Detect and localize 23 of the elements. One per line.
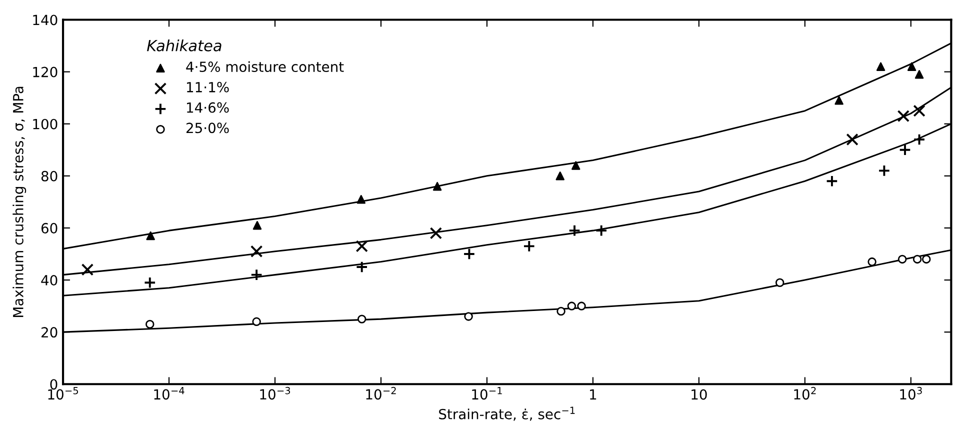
x-tick-label: 10 [692, 389, 707, 400]
y-tick-label: 140 [33, 14, 58, 26]
y-tick-label: 0 [50, 379, 58, 390]
x-tick-label: 1 [590, 389, 596, 400]
x-tick-label: 10$^{3}$ [900, 386, 922, 400]
legend-title: Kahikatea [146, 40, 222, 52]
x-tick-label: 10$^{−4}$ [154, 387, 184, 400]
y-tick-label: 120 [33, 66, 58, 78]
y-axis-title: Maximum crushing stress, σ, MPa [12, 86, 26, 317]
legend-label: 4·5% moisture content [186, 61, 344, 72]
y-tick-label: 80 [41, 170, 58, 182]
x-tick-label: 10$^{−2}$ [366, 386, 396, 400]
legend-label: 25·0% [186, 122, 229, 134]
y-tick-label: 20 [42, 327, 58, 338]
legend-label: 11·1% [186, 82, 229, 92]
x-tick-label: 10$^{2}$ [794, 386, 816, 400]
y-tick-label: 100 [33, 118, 58, 130]
legend-label: 14·6% [186, 102, 229, 113]
x-axis-title: Strain-rate, ε̇, sec$^{−1}$ [439, 406, 575, 421]
y-tick-label: 40 [41, 274, 58, 286]
y-tick-label: 60 [41, 222, 58, 234]
x-tick-label: 10$^{−3}$ [260, 386, 290, 400]
x-tick-label: 10$^{−1}$ [472, 387, 502, 400]
